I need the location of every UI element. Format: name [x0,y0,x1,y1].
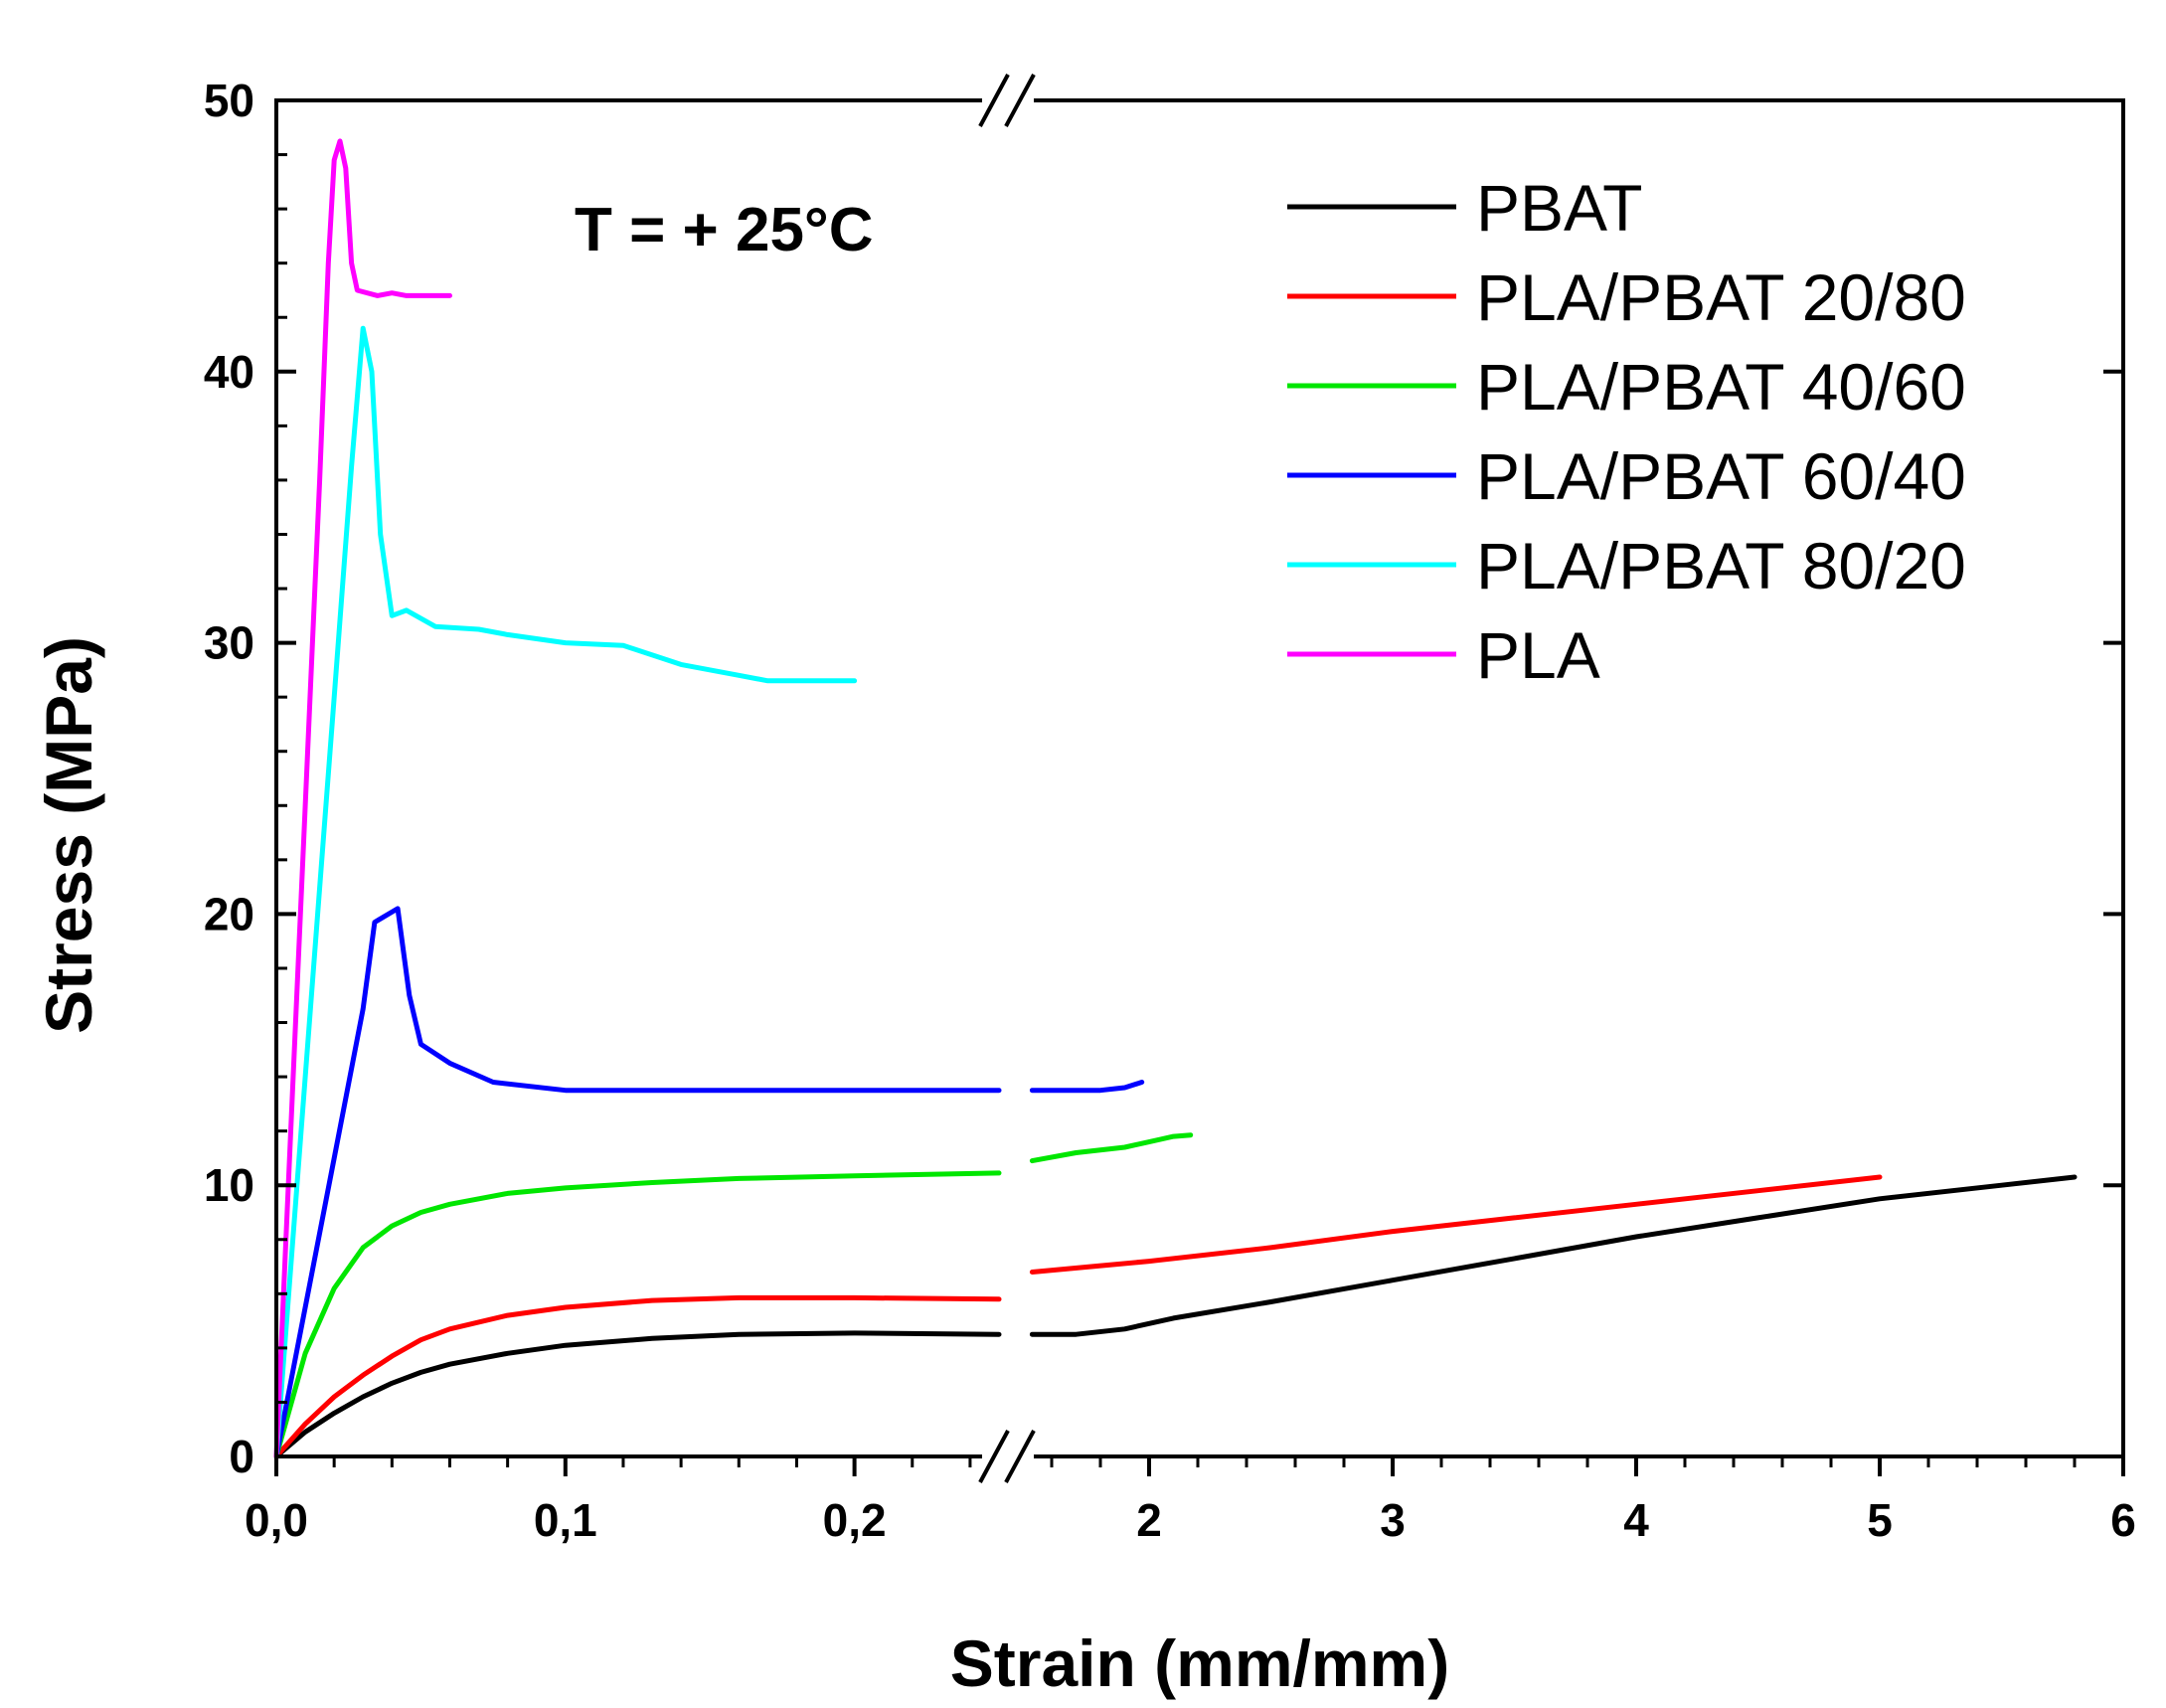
plot-frame [274,98,2125,1458]
series-line-pbat-segment2 [1029,1174,2078,1337]
legend-label-pbat: PBAT [1476,171,1642,245]
legend: PBAT PLA/PBAT 20/80 PLA/PBAT 40/60 PLA/PBAT… [1287,171,1966,692]
x-tick-label: 0,2 [823,1494,887,1546]
y-tick-label: 10 [204,1159,254,1211]
x-tick-label: 6 [2110,1494,2136,1546]
legend-label-pla-pbat-20-80: PLA/PBAT 20/80 [1476,260,1966,334]
series-line-pla-pbat-40-60 [273,1170,1002,1459]
y-tick-label: 0 [229,1431,254,1482]
legend-label-pla-pbat-60-40: PLA/PBAT 60/40 [1476,439,1966,513]
legend-label-pla-pbat-80-20: PLA/PBAT 80/20 [1476,529,1966,602]
series-layer [273,138,2078,1459]
legend-label-pla: PLA [1476,618,1600,692]
axis-break-marks [978,74,1036,1483]
series-line-pla-pbat-20-80 [273,1294,1002,1459]
y-axis-title: Stress (MPa) [32,636,105,1034]
series-line-pla-pbat-60-40 [273,906,1002,1459]
series-line-pbat [273,1330,1002,1459]
y-tick-label: 30 [204,617,254,669]
x-tick-label: 3 [1380,1494,1406,1546]
x-tick-label: 0,1 [534,1494,597,1546]
series-line-pla-pbat-20-80-segment2 [1029,1174,1883,1275]
y-tick-label: 40 [204,346,254,398]
x-tick-label: 0,0 [245,1494,308,1546]
x-axis-title: Strain (mm/mm) [950,1626,1449,1700]
series-line-pla-pbat-80-20 [273,325,858,1459]
y-tick-label: 50 [204,75,254,126]
x-tick-label: 5 [1867,1494,1893,1546]
series-line-pla-pbat-60-40-segment2 [1029,1080,1145,1094]
x-tick-label: 4 [1623,1494,1649,1546]
temperature-annotation: T = + 25°C [575,196,874,264]
legend-label-pla-pbat-40-60: PLA/PBAT 40/60 [1476,350,1966,424]
axis-ticks: 0 10 20 30 40 50 0,0 0,1 0,2 2 3 4 5 6 [204,75,2136,1546]
series-line-pla [273,138,452,1459]
y-tick-label: 20 [204,888,254,939]
x-tick-label: 2 [1136,1494,1162,1546]
series-line-pla-pbat-40-60-segment2 [1029,1132,1194,1164]
